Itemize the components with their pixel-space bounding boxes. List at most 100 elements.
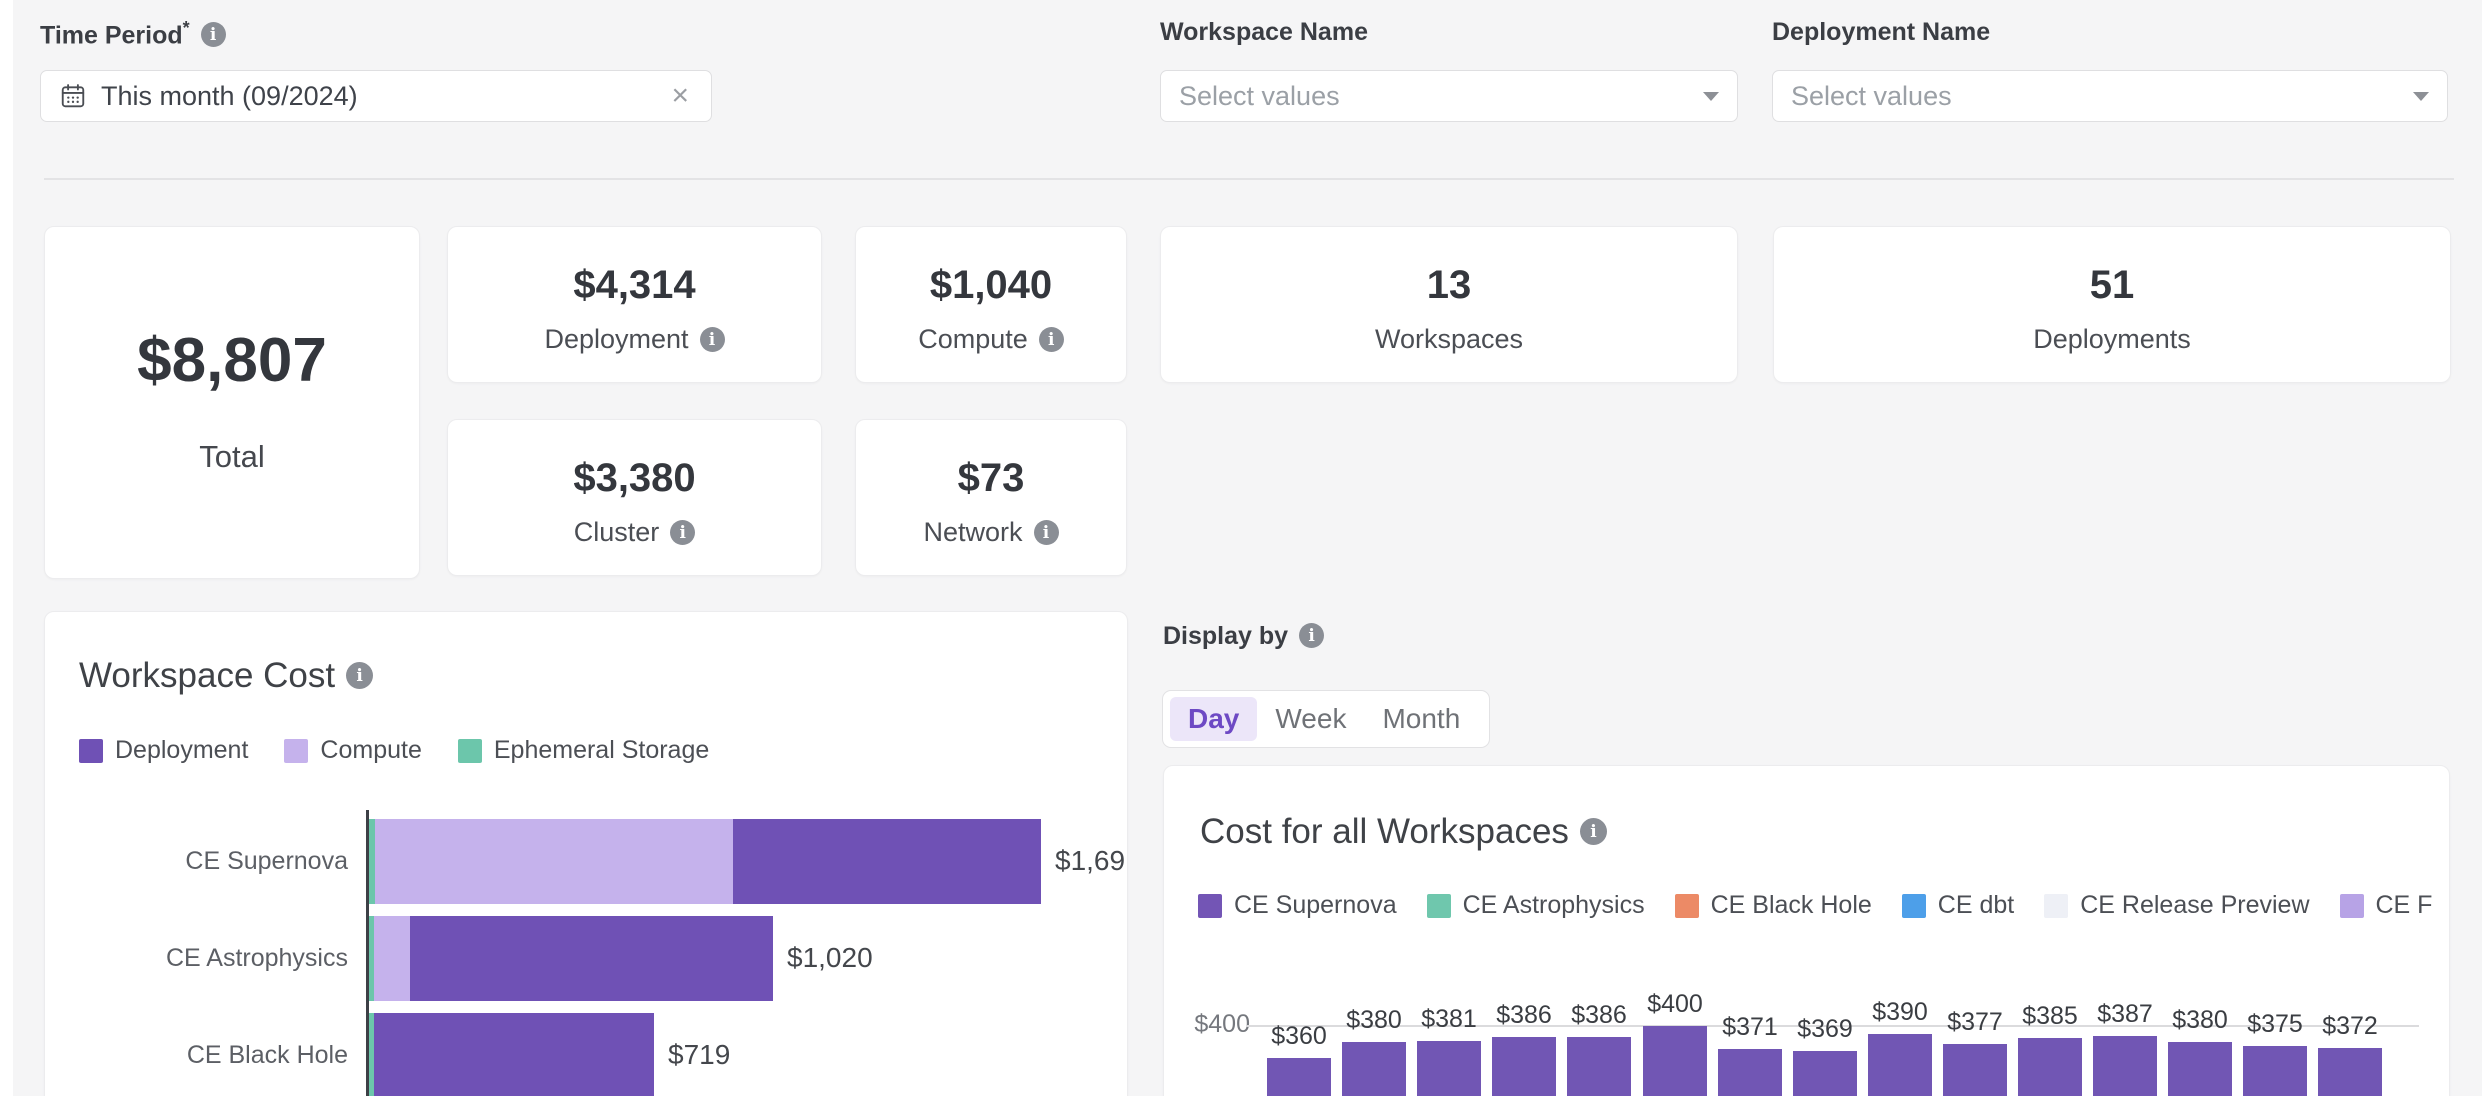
kpi-card-deployment: $4,314 Deployment	[447, 226, 822, 383]
ce-black-hole-swatch-icon	[1674, 893, 1699, 918]
deployment-name-placeholder: Select values	[1791, 80, 1952, 111]
y-axis-line	[366, 810, 369, 1096]
segment-ephemeral-storage[interactable]	[369, 916, 374, 1001]
workspace-cost-legend: Deployment Compute Ephemeral Storage	[79, 736, 1107, 765]
info-icon[interactable]	[1038, 327, 1064, 352]
time-period-label-text: Time Period	[40, 21, 183, 50]
left-edge-strip	[0, 0, 13, 1096]
info-icon[interactable]	[1033, 520, 1059, 545]
display-by-label: Display by	[1163, 622, 1325, 651]
segment-compute[interactable]	[375, 819, 733, 904]
bar-day-14[interactable]	[2243, 1046, 2307, 1096]
legend-label: Deployment	[115, 736, 249, 764]
legend-item-ephemeral-storage: Ephemeral Storage	[457, 736, 709, 765]
required-asterisk: *	[182, 18, 190, 38]
category-label-ce-supernova: CE Supernova	[185, 846, 348, 875]
y-axis-tick-label: $400	[1194, 1010, 1250, 1038]
segment-deployment[interactable]	[374, 1013, 654, 1096]
bar-day-2[interactable]	[1342, 1042, 1406, 1096]
display-by-toggle: Day Week Month	[1162, 690, 1490, 748]
bar-ce-astrophysics[interactable]	[369, 916, 773, 1001]
legend-item-ce-black-hole: CE Black Hole	[1674, 891, 1872, 920]
toggle-option-week[interactable]: Week	[1275, 703, 1347, 734]
bar-value-label: $386	[1571, 1001, 1627, 1029]
chevron-down-icon	[1703, 91, 1719, 101]
bar-day-15[interactable]	[2318, 1048, 2382, 1096]
bar-value-label: $385	[2022, 1002, 2078, 1030]
workspace-name-placeholder: Select values	[1179, 80, 1340, 111]
legend-label: Compute	[320, 736, 422, 764]
bar-value-label: $390	[1872, 998, 1928, 1026]
toggle-option-month[interactable]: Month	[1382, 703, 1461, 734]
kpi-value: $4,314	[573, 263, 696, 307]
legend-item-ce-supernova: CE Supernova	[1198, 891, 1397, 920]
bar-day-3[interactable]	[1417, 1041, 1481, 1096]
bar-day-4[interactable]	[1492, 1037, 1556, 1096]
bar-ce-supernova[interactable]	[369, 819, 1041, 904]
gridline-400	[1246, 1025, 2419, 1027]
legend-item-ce-release-preview: CE Release Preview	[2044, 891, 2310, 920]
bar-ce-black-hole[interactable]	[369, 1013, 654, 1096]
deployment-swatch-icon	[79, 738, 103, 763]
bar-day-5[interactable]	[1567, 1037, 1631, 1096]
info-icon[interactable]	[1579, 818, 1607, 845]
cost-all-workspaces-title-text: Cost for all Workspaces	[1200, 812, 1569, 851]
divider	[44, 178, 2454, 180]
segment-deployment[interactable]	[410, 916, 773, 1001]
category-label-ce-astrophysics: CE Astrophysics	[165, 943, 348, 972]
deployment-name-label-text: Deployment Name	[1772, 18, 1991, 46]
bar-value-label: $377	[1947, 1008, 2003, 1036]
ce-dbt-swatch-icon	[1901, 893, 1926, 918]
info-icon[interactable]	[1299, 623, 1325, 648]
workspace-cost-title: Workspace Cost	[79, 656, 374, 696]
bar-value-label: $1,020	[787, 941, 873, 973]
kpi-card-total: $8,807 Total	[44, 226, 420, 579]
bar-day-11[interactable]	[2018, 1038, 2082, 1096]
info-icon[interactable]	[699, 327, 725, 352]
bar-value-label: $381	[1421, 1005, 1477, 1033]
toggle-option-day[interactable]: Day	[1170, 697, 1258, 741]
ce-supernova-swatch-icon	[1198, 893, 1222, 918]
segment-ephemeral-storage[interactable]	[369, 819, 375, 904]
bar-day-10[interactable]	[1943, 1044, 2007, 1096]
bar-value-label: $371	[1722, 1013, 1778, 1041]
bar-day-9[interactable]	[1868, 1034, 1932, 1096]
bar-value-label: $380	[1346, 1006, 1402, 1034]
kpi-label-text: Network	[923, 517, 1023, 547]
info-icon[interactable]	[346, 662, 374, 689]
clear-icon[interactable]: ×	[671, 79, 689, 112]
bar-day-12[interactable]	[2093, 1036, 2157, 1096]
deployment-name-select[interactable]: Select values	[1772, 70, 2448, 122]
bar-day-13[interactable]	[2168, 1042, 2232, 1096]
compute-swatch-icon	[284, 738, 309, 763]
segment-deployment[interactable]	[733, 819, 1041, 904]
bar-value-label: $387	[2097, 1000, 2153, 1028]
bar-day-7[interactable]	[1718, 1049, 1782, 1096]
kpi-value: $3,380	[573, 456, 696, 500]
legend-label: CE Release Preview	[2080, 891, 2310, 919]
kpi-card-network: $73 Network	[855, 419, 1127, 576]
legend-label: CE dbt	[1937, 891, 2015, 919]
bar-day-8[interactable]	[1793, 1051, 1857, 1096]
bar-day-6[interactable]	[1643, 1026, 1707, 1096]
segment-compute[interactable]	[374, 916, 410, 1001]
info-icon[interactable]	[670, 520, 696, 545]
info-icon[interactable]	[200, 22, 226, 48]
kpi-value: $1,040	[929, 263, 1053, 307]
bar-value-label: $1,69	[1055, 844, 1126, 876]
display-by-label-text: Display by	[1163, 622, 1289, 650]
legend-item-ce-f: CE F	[2339, 891, 2432, 920]
bar-day-1[interactable]	[1267, 1058, 1331, 1096]
ce-release-preview-swatch-icon	[2044, 893, 2069, 918]
bar-value-label: $375	[2247, 1010, 2303, 1038]
cost-all-workspaces-card: Cost for all Workspaces CE Supernova CE A…	[1163, 765, 2450, 1096]
time-period-input[interactable]: This month (09/2024) ×	[40, 70, 712, 122]
ce-astrophysics-swatch-icon	[1426, 893, 1451, 918]
workspace-name-label: Workspace Name	[1160, 18, 1368, 47]
workspace-name-select[interactable]: Select values	[1160, 70, 1738, 122]
segment-ephemeral-storage[interactable]	[369, 1013, 374, 1096]
kpi-value: 51	[2089, 263, 2135, 307]
kpi-total-label: Total	[199, 439, 265, 474]
legend-label: CE Astrophysics	[1462, 891, 1645, 919]
